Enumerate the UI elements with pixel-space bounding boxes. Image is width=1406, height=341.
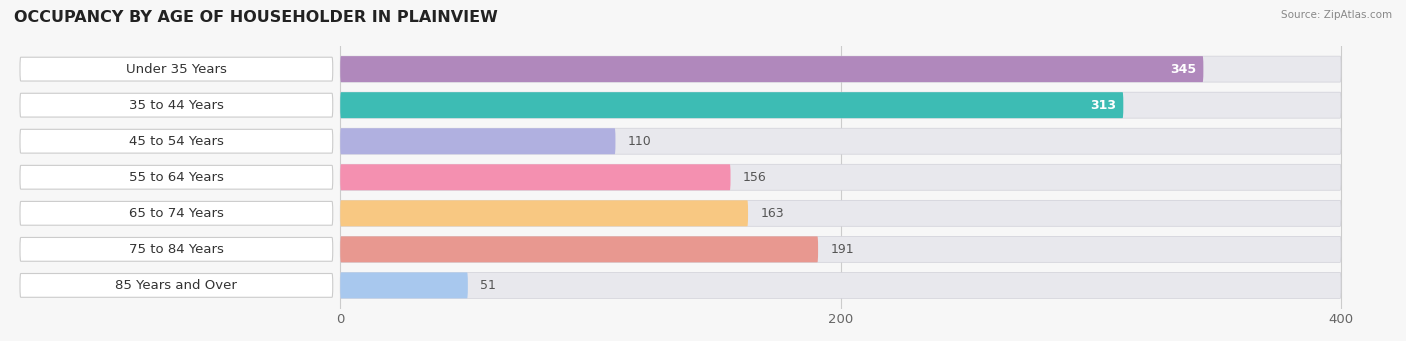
FancyBboxPatch shape	[20, 165, 333, 189]
FancyBboxPatch shape	[20, 202, 333, 225]
Text: 85 Years and Over: 85 Years and Over	[115, 279, 238, 292]
FancyBboxPatch shape	[340, 200, 1341, 226]
Text: OCCUPANCY BY AGE OF HOUSEHOLDER IN PLAINVIEW: OCCUPANCY BY AGE OF HOUSEHOLDER IN PLAIN…	[14, 10, 498, 25]
FancyBboxPatch shape	[20, 93, 333, 117]
FancyBboxPatch shape	[340, 56, 1341, 82]
FancyBboxPatch shape	[20, 129, 333, 153]
FancyBboxPatch shape	[20, 273, 333, 297]
Text: 156: 156	[742, 171, 766, 184]
Text: Under 35 Years: Under 35 Years	[127, 63, 226, 76]
Text: 75 to 84 Years: 75 to 84 Years	[129, 243, 224, 256]
Text: 35 to 44 Years: 35 to 44 Years	[129, 99, 224, 112]
FancyBboxPatch shape	[20, 237, 333, 261]
FancyBboxPatch shape	[340, 128, 1341, 154]
FancyBboxPatch shape	[340, 200, 748, 226]
Text: 110: 110	[628, 135, 652, 148]
Text: 345: 345	[1170, 63, 1197, 76]
FancyBboxPatch shape	[340, 92, 1123, 118]
Text: 163: 163	[761, 207, 785, 220]
FancyBboxPatch shape	[340, 164, 1341, 190]
Text: 51: 51	[481, 279, 496, 292]
FancyBboxPatch shape	[340, 92, 1341, 118]
FancyBboxPatch shape	[340, 236, 1341, 262]
Text: 191: 191	[831, 243, 855, 256]
FancyBboxPatch shape	[20, 57, 333, 81]
Text: 55 to 64 Years: 55 to 64 Years	[129, 171, 224, 184]
FancyBboxPatch shape	[340, 128, 616, 154]
FancyBboxPatch shape	[340, 272, 1341, 298]
Text: 65 to 74 Years: 65 to 74 Years	[129, 207, 224, 220]
Text: Source: ZipAtlas.com: Source: ZipAtlas.com	[1281, 10, 1392, 20]
Text: 45 to 54 Years: 45 to 54 Years	[129, 135, 224, 148]
FancyBboxPatch shape	[340, 272, 468, 298]
FancyBboxPatch shape	[340, 164, 731, 190]
FancyBboxPatch shape	[340, 236, 818, 262]
FancyBboxPatch shape	[340, 56, 1204, 82]
Text: 313: 313	[1090, 99, 1116, 112]
